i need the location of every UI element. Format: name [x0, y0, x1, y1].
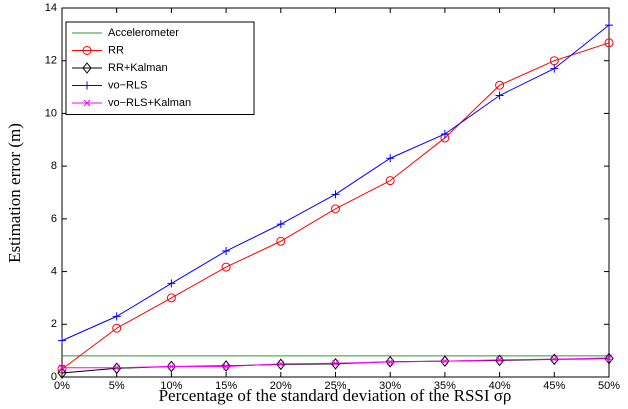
- series-line: [61, 42, 610, 370]
- y-tick-label: 2: [51, 318, 57, 330]
- y-axis-label: Estimation error (m): [5, 123, 24, 263]
- x-tick-label: 0%: [54, 380, 70, 392]
- marker: [495, 80, 505, 90]
- legend-label: RR+Kalman: [108, 62, 168, 74]
- marker: [440, 355, 450, 367]
- marker: [57, 364, 67, 374]
- marker: [167, 279, 176, 288]
- x-axis-label: Percentage of the standard deviation of …: [159, 386, 512, 405]
- marker: [385, 355, 395, 368]
- marker: [386, 154, 395, 163]
- marker: [168, 363, 175, 370]
- marker: [605, 354, 613, 362]
- y-tick-label: 12: [45, 55, 57, 67]
- marker: [332, 359, 339, 367]
- x-tick-label: 45%: [543, 380, 565, 392]
- marker: [549, 353, 559, 366]
- x-tick-label: 40%: [489, 380, 511, 392]
- marker: [604, 38, 614, 48]
- marker: [83, 81, 91, 90]
- legend-label: vo−RLS+Kalman: [108, 97, 191, 109]
- x-tick-label: 20%: [270, 380, 292, 392]
- y-tick-label: 14: [45, 2, 57, 14]
- y-tick-label: 8: [51, 160, 57, 172]
- marker: [166, 360, 177, 373]
- marker: [112, 312, 121, 321]
- marker: [385, 176, 395, 186]
- marker: [386, 358, 394, 366]
- y-tick-label: 6: [51, 213, 57, 225]
- marker: [276, 220, 285, 229]
- marker: [494, 354, 505, 367]
- marker: [82, 46, 92, 55]
- marker: [331, 204, 340, 214]
- marker: [604, 352, 614, 365]
- marker: [550, 64, 559, 73]
- marker: [112, 323, 122, 333]
- marker: [605, 21, 613, 30]
- marker: [82, 62, 92, 74]
- marker: [277, 360, 285, 368]
- marker: [221, 262, 231, 272]
- marker: [58, 336, 66, 345]
- marker: [166, 293, 176, 303]
- x-tick-label: 5%: [109, 380, 125, 392]
- x-tick-label: 30%: [379, 380, 401, 392]
- x-tick-label: 25%: [324, 380, 346, 392]
- marker: [331, 190, 340, 199]
- marker: [496, 356, 503, 364]
- y-tick-label: 0: [51, 371, 57, 383]
- marker: [330, 358, 341, 370]
- legend: Accelerometer RR RR+Kalman vo−RLS vo−RLS+Kal…: [65, 21, 255, 115]
- marker: [113, 364, 121, 372]
- marker: [222, 363, 230, 370]
- y-tick-label: 4: [51, 265, 57, 277]
- marker: [441, 357, 449, 365]
- marker: [58, 364, 66, 372]
- marker: [222, 247, 231, 256]
- x-tick-label: 35%: [434, 380, 456, 392]
- x-tick-label: 50%: [598, 380, 620, 392]
- x-tick-label: 15%: [215, 380, 237, 392]
- x-tick-label: 10%: [160, 380, 182, 392]
- marker: [440, 129, 449, 138]
- legend-label: Accelerometer: [108, 27, 179, 39]
- marker: [57, 367, 67, 379]
- marker: [495, 91, 504, 100]
- legend-label: RR: [108, 44, 124, 56]
- marker: [550, 355, 558, 363]
- marker: [83, 99, 91, 107]
- marker: [276, 358, 286, 371]
- marker: [276, 236, 286, 246]
- y-tick-label: 10: [45, 107, 57, 119]
- legend-label: vo−RLS: [108, 79, 147, 91]
- marker: [112, 362, 122, 375]
